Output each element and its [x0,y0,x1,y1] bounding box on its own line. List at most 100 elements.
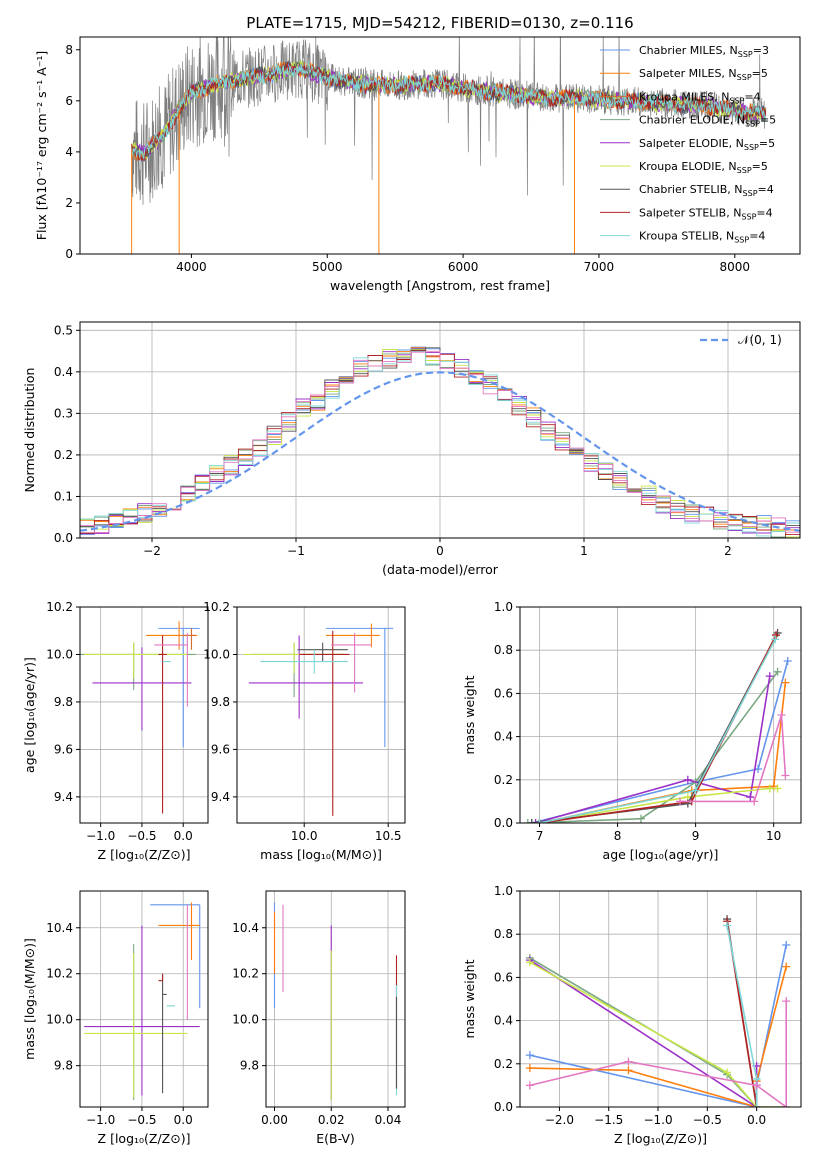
mass-weight-marker [723,921,732,930]
mass-weight-marker [771,635,780,644]
legend-label: Chabrier ELODIE, N [639,114,745,127]
y-tick-label: 6 [65,94,73,108]
x-tick-label: 10 [766,829,781,843]
x-axis-label: E(B-V) [316,1131,355,1146]
mass-weight-marker [765,672,774,681]
legend-subscript: SSP [744,143,759,152]
ebv-vs-mass-panel: 0.00 0.02 0.04 9.8 10.0 10.2 10.4 E(B-V) [232,890,406,1146]
legend-label: Chabrier STELIB, N [639,183,743,196]
mass-weight-line [680,714,787,803]
mass-weight-marker [773,784,782,793]
mass-weight-marker [782,962,791,971]
legend-entry: Salpeter STELIB, NSSP=4 [639,206,773,221]
x-tick-label: 9 [692,829,700,843]
y-tick-label: 9.6 [54,742,73,756]
y-axis-label: mass weight [462,675,477,754]
legend-subscript: SSP [743,189,758,198]
legend-subscript: SSP [729,96,744,105]
legend-suffix: =4 [749,230,765,243]
y-tick-label: 10.0 [46,647,73,661]
plot-area [243,623,394,816]
legend-label: Salpeter MILES, N [639,67,737,80]
x-tick-label: −2.0 [545,1113,574,1127]
y-tick-label: 0.4 [494,1014,513,1028]
mass-weight-marker [525,1064,534,1073]
plot-area [131,37,767,254]
mass-weight-marker [765,784,774,793]
y-tick-label: 0.2 [494,1057,513,1071]
legend-suffix: =4 [744,90,760,103]
overlay: Z [log₁₀(Z/Z⊙)] mass [log₁₀(M/M⊙)] [22,890,209,1146]
y-tick-label: 10.2 [46,967,73,981]
residual-histogram-step [80,350,800,538]
x-tick-label: 4000 [176,260,207,274]
y-axis-label: Normed distribution [22,368,37,493]
axes-frame [519,606,802,824]
legend-suffix: =5 [760,114,776,127]
mass-weight-marker [624,1066,633,1075]
x-tick-label: −1.0 [86,829,115,843]
x-tick-label: 6000 [448,260,479,274]
mass-weight-marker [723,1068,732,1077]
x-tick-label: −0.5 [693,1113,722,1127]
y-tick-label: 1.0 [494,884,513,898]
y-tick-label: 10.0 [46,1013,73,1027]
legend-subscript: SSP [741,212,756,221]
y-tick-label: 0 [65,247,73,261]
mass-weight-marker [691,786,700,795]
axes-frame [519,890,802,1108]
mass-weight-line [529,961,787,1107]
mass-weight-marker [636,814,645,823]
legend-label: Kroupa MILES, N [639,90,729,103]
y-axis-label: mass weight [462,959,477,1038]
normal-distribution-curve [80,371,800,532]
legend-entry: Kroupa ELODIE, NSSP=5 [639,160,768,175]
z-vs-mass-weight-panel: −2.0 −1.5 −1.0 −0.5 0.00.00.20.40.60.81.0Z [… [462,884,802,1146]
x-axis-label: age [log₁₀(age/yr)] [603,847,719,862]
y-tick-label: 0.1 [54,489,73,503]
x-tick-label: 0.02 [318,1113,345,1127]
mass-weight-marker [527,819,536,823]
mass-weight-marker [782,997,791,1006]
y-tick-label: 10.4 [46,921,73,935]
overlay: wavelength [Angstrom, rest frame] Flux [f… [34,36,801,293]
legend-suffix: =5 [759,137,775,150]
plot-area [523,628,792,823]
x-tick-label: 8 [614,829,622,843]
x-axis-label: Z [log₁₀(Z/Z⊙)] [98,847,191,862]
overlay: (data-model)/error Normed distribution 𝒩(0… [22,321,801,577]
mass-weight-marker [781,771,790,780]
y-tick-label: 9.8 [211,695,230,709]
legend-label: Kroupa STELIB, N [639,230,734,243]
legend-subscript: SSP [734,236,749,245]
legend-suffix: =3 [753,44,769,57]
mass-weight-marker [781,678,790,687]
mass-weight-line [539,639,776,823]
mass-weight-line [531,660,789,823]
plot-area [80,621,200,814]
axes-frame [236,606,406,824]
mass-weight-marker [676,797,685,806]
legend-label: Kroupa ELODIE, N [639,160,737,173]
x-tick-label: 5000 [312,260,343,274]
y-tick-label: 10.4 [232,921,259,935]
x-tick-label: 1 [580,544,588,558]
y-axis-label: Flux [fλ10⁻¹⁷ erg cm⁻² s⁻¹ A⁻¹] [34,51,49,240]
y-tick-label: 0.0 [494,1100,513,1114]
mass-weight-marker [782,1103,791,1107]
mass-weight-marker [773,667,782,676]
z-vs-age-panel: −1.0 −0.5 0.09.49.69.810.010.2Z [log₁₀(Z/Z… [22,600,209,862]
x-tick-label: 7000 [584,260,615,274]
legend-suffix: =5 [752,160,768,173]
y-axis-label: mass [log₁₀(M/M⊙)] [22,938,37,1060]
y-tick-label: 0.8 [494,643,513,657]
mass-weight-marker [523,819,532,823]
y-tick-label: 4 [65,145,73,159]
mass-weight-marker [525,1051,534,1060]
y-tick-label: 0.0 [54,531,73,545]
x-axis-label: mass [log₁₀(M/M⊙)] [260,847,382,862]
legend-entry: Chabrier MILES, NSSP=3 [639,44,769,59]
y-tick-label: 0.2 [494,773,513,787]
